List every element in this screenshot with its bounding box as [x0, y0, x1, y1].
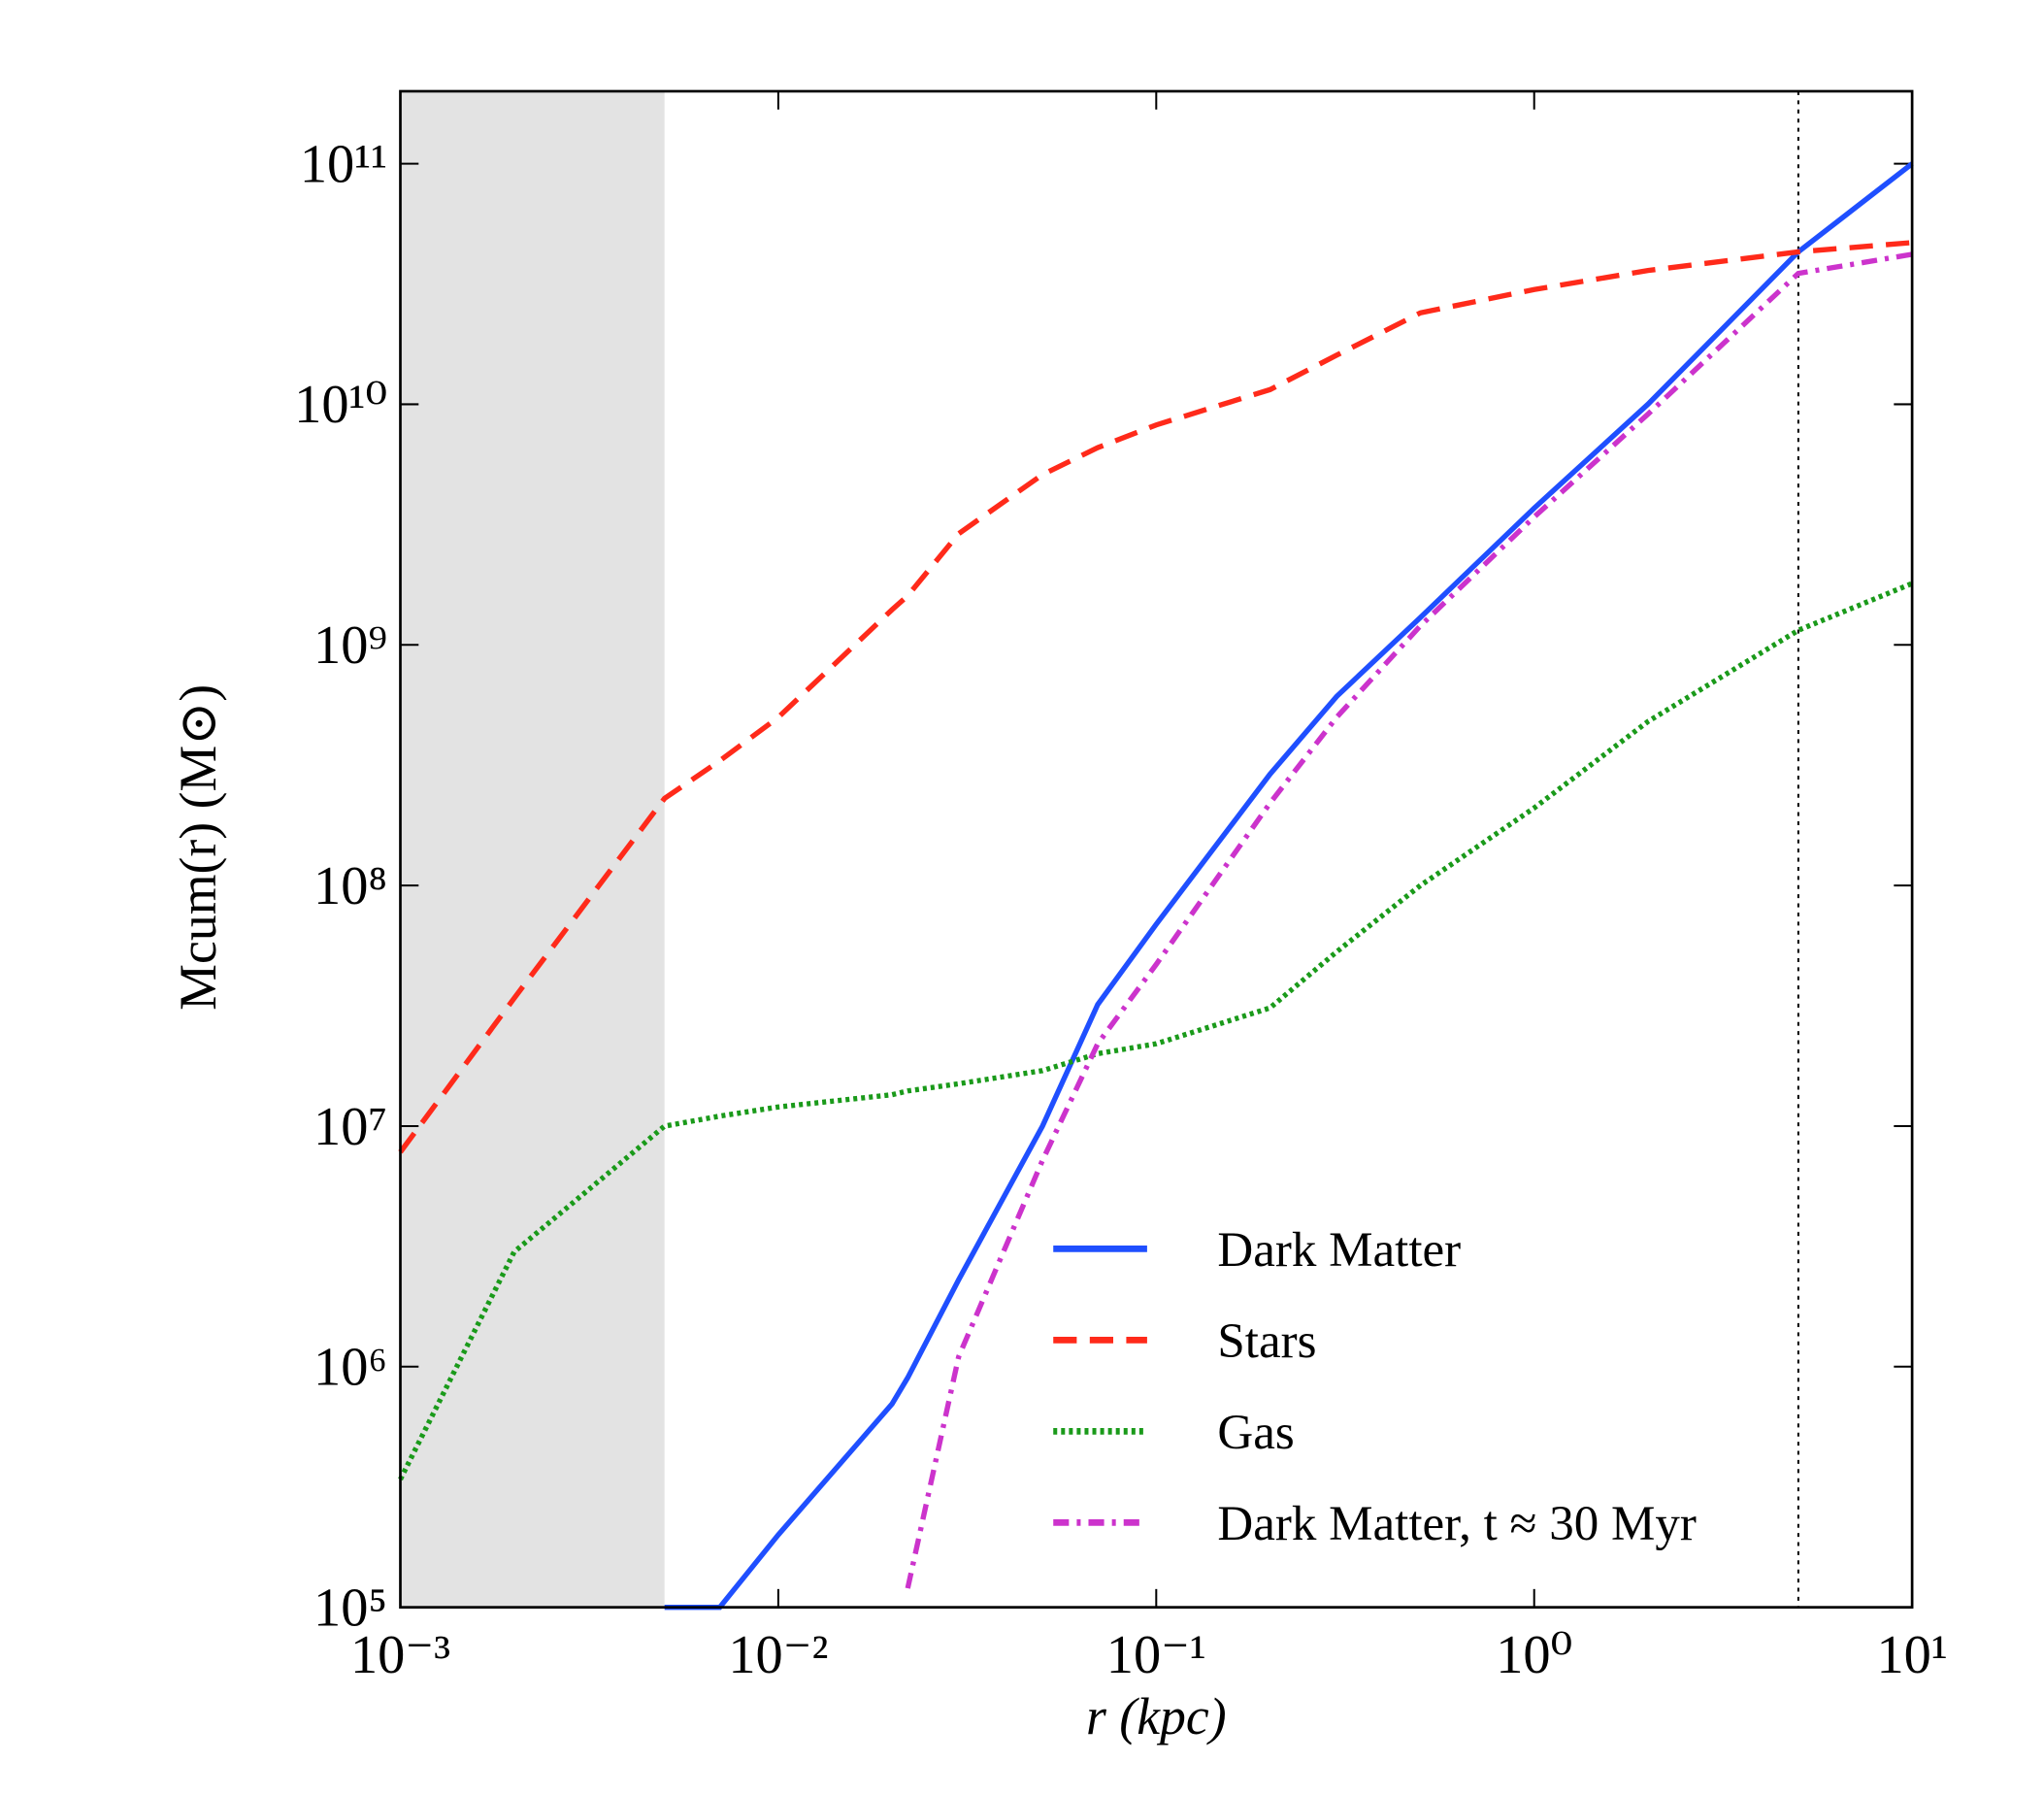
series-line [398, 581, 1914, 1481]
x-tick-label: 10⁻¹ [1106, 1625, 1206, 1685]
legend-label: Dark Matter, t ≈ 30 Myr [1217, 1497, 1697, 1551]
series-line [905, 251, 1913, 1589]
x-tick-label: 10⁰ [1496, 1625, 1572, 1685]
y-tick-label: 10⁸ [313, 856, 387, 916]
y-axis-label: Mcum(r) (M⊙) [169, 684, 227, 1011]
y-tick-label: 10⁷ [313, 1097, 387, 1157]
series-line [398, 240, 1913, 1154]
plot-frame [399, 89, 1914, 1609]
y-tick-label: 10⁹ [313, 615, 387, 676]
y-tick-label: 10¹¹ [300, 134, 387, 194]
legend-label: Gas [1217, 1406, 1294, 1460]
y-tick-label: 10⁵ [313, 1578, 387, 1638]
legend: Dark Matter Stars Gas Dark Matter, t ≈ 30 M… [1053, 1223, 1697, 1551]
legend-label: Stars [1217, 1314, 1316, 1369]
x-tick-label: 10⁻² [728, 1625, 828, 1685]
shaded-region [400, 90, 665, 1608]
legend-label: Dark Matter [1217, 1223, 1461, 1278]
x-tick-label: 10¹ [1876, 1625, 1947, 1685]
series-line [664, 161, 1914, 1611]
y-tick-label: 10⁶ [313, 1338, 387, 1398]
y-tick-label: 10¹⁰ [294, 375, 387, 435]
x-axis-label: r (kpc) [1086, 1687, 1227, 1745]
x-tick-label: 10⁻³ [350, 1625, 450, 1685]
